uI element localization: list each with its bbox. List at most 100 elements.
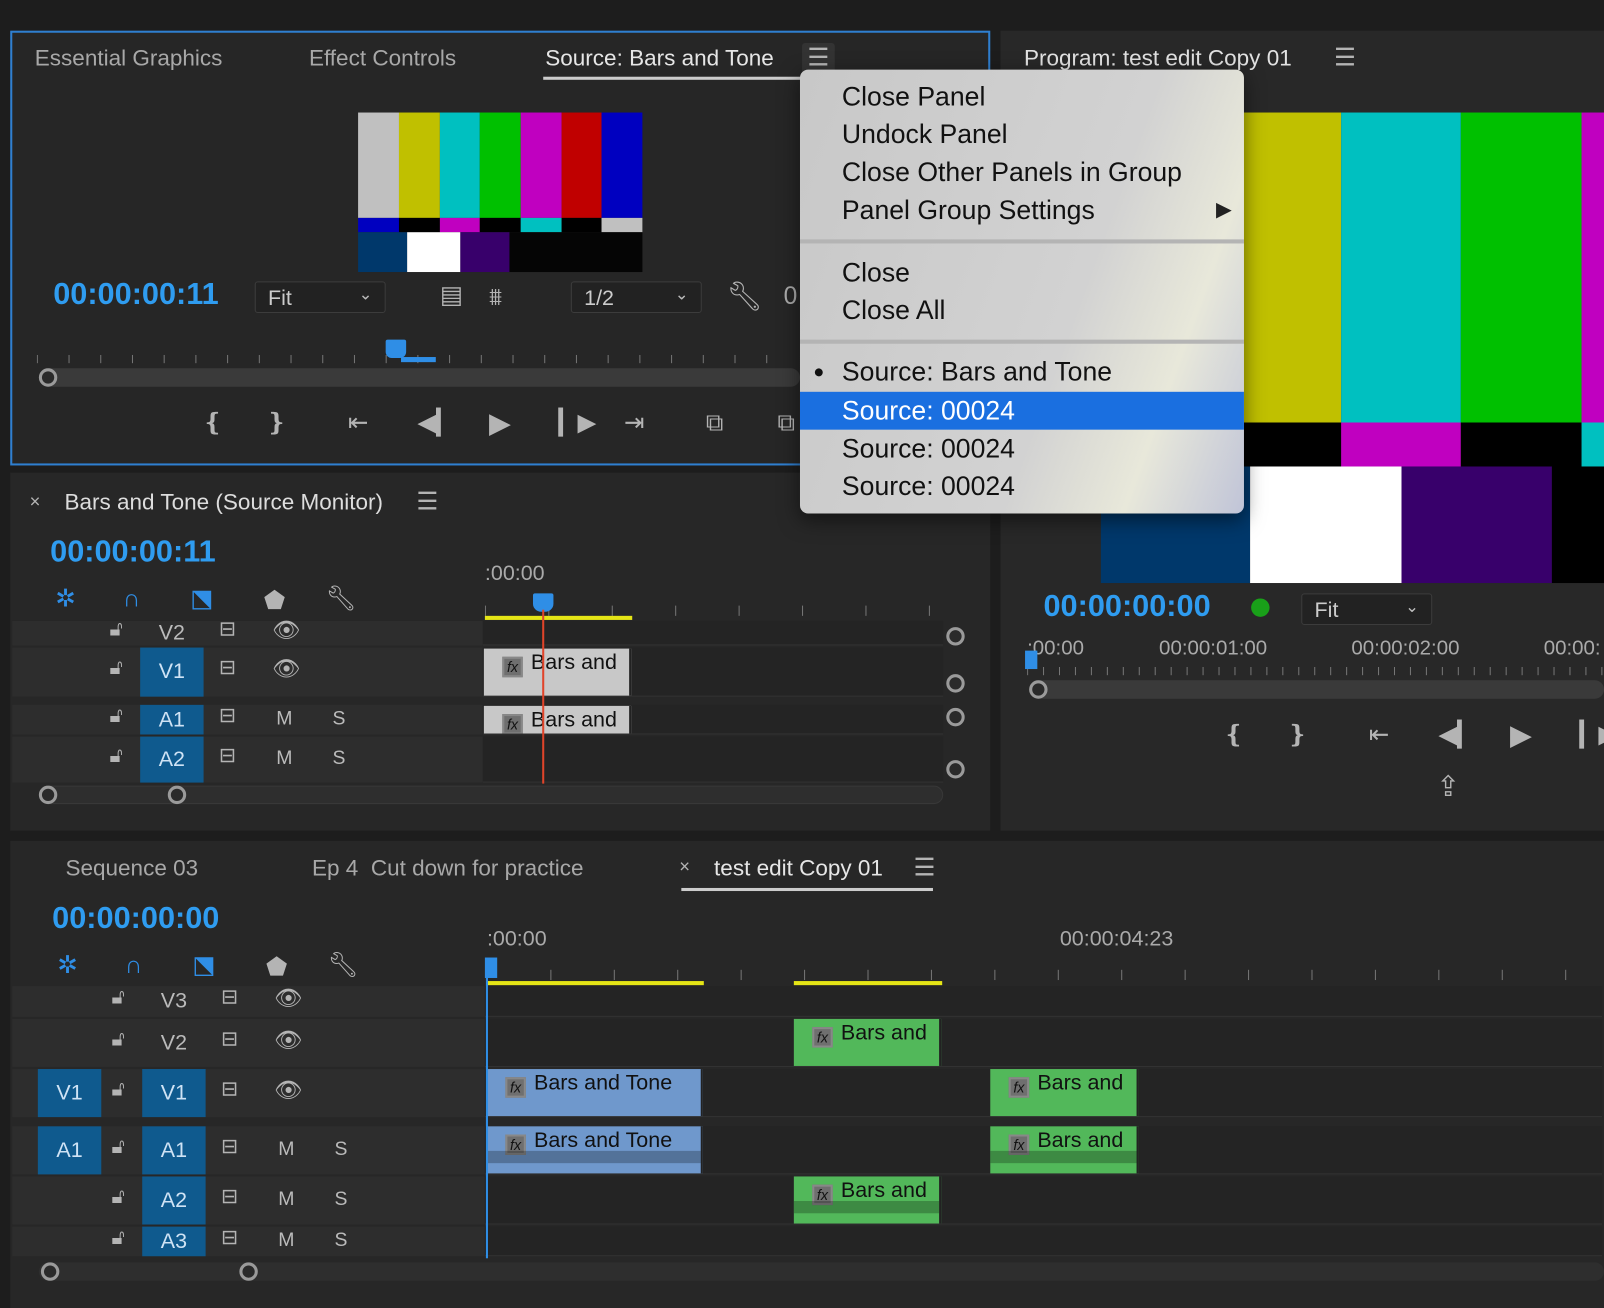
menu-item-source-00024[interactable]: Source: 00024 [799, 391, 1244, 430]
source-ruler[interactable] [36, 342, 794, 364]
timeline-clip[interactable]: fx Bars and Tone [486, 1126, 703, 1174]
lock-icon[interactable]: 🔓︎ [111, 1027, 125, 1051]
program-ruler[interactable] [1027, 660, 1604, 682]
timeline-clip[interactable]: fx Bars and [483, 705, 632, 734]
lock-icon[interactable]: 🔓︎ [111, 1135, 125, 1158]
program-zoom-scrollbar[interactable] [1029, 680, 1604, 699]
track-target-v2[interactable]: V2 [158, 620, 186, 645]
timeline-clip[interactable]: fx Bars and [990, 1126, 1139, 1174]
timeline-clip[interactable]: fx Bars and [990, 1069, 1139, 1117]
tab-source-bars-and-tone[interactable]: Source: Bars and Tone [545, 45, 774, 71]
source-timeline-ruler[interactable] [484, 597, 936, 618]
play-icon[interactable]: ▶︎ [488, 407, 512, 439]
source-timecode[interactable]: 00:00:00:11 [53, 277, 219, 311]
timeline-clip[interactable]: fx Bars and Tone [486, 1069, 703, 1117]
mark-out-icon[interactable]: ❵ [1286, 721, 1308, 749]
menu-item-panel-group-settings[interactable]: Panel Group Settings ▶ [800, 191, 1244, 229]
overwrite-icon[interactable]: ⧉ [777, 409, 796, 437]
vscroll-handle[interactable] [946, 627, 965, 646]
step-back-icon[interactable]: ◀︎▎ [417, 409, 456, 437]
solo-button[interactable]: S [332, 707, 346, 729]
lock-icon[interactable]: 🔓︎ [109, 704, 123, 727]
go-to-in-icon[interactable]: ⇤ [1368, 721, 1390, 749]
solo-button[interactable]: S [334, 1229, 348, 1251]
panel-menu-icon[interactable]: ☰ [913, 854, 936, 882]
panel-menu-icon[interactable]: ☰ [416, 487, 439, 516]
mute-button[interactable]: M [278, 1229, 295, 1251]
lock-icon[interactable]: 🔓︎ [111, 1226, 125, 1249]
track-target-a3[interactable]: A3 [142, 1226, 206, 1257]
track-target-v1[interactable]: V1 [142, 1069, 206, 1118]
source-zoom-scrollbar[interactable] [38, 368, 800, 387]
step-forward-icon[interactable]: ▎▶︎ [558, 409, 597, 437]
menu-item-close-all[interactable]: Close All [841, 294, 946, 326]
program-timecode[interactable]: 00:00:00:00 [1043, 589, 1211, 624]
playhead-icon[interactable] [484, 957, 498, 978]
eye-icon[interactable]: 👁︎ [274, 1026, 303, 1053]
sync-lock-icon[interactable]: ⊟ [220, 1027, 239, 1051]
timeline-clip[interactable]: fx Bars and [483, 648, 632, 696]
vscroll-handle[interactable] [946, 760, 965, 779]
source-zoom-select[interactable]: Fit ⌄ [254, 281, 386, 314]
go-to-in-icon[interactable]: ⇤ [347, 409, 369, 437]
resolution-select[interactable]: 1/2 ⌄ [570, 281, 702, 314]
tab-effect-controls[interactable]: Effect Controls [308, 45, 457, 71]
drag-video-icon[interactable]: ▤ [439, 281, 464, 309]
source-patch-a1[interactable]: A1 [37, 1126, 102, 1175]
eye-icon[interactable]: 👁︎ [272, 655, 301, 682]
panel-menu-icon[interactable]: ☰ [802, 42, 835, 74]
scroll-handle-right[interactable] [239, 1262, 258, 1281]
track-target-a1[interactable]: A1 [142, 1126, 206, 1175]
track-target-v3[interactable]: V3 [160, 989, 188, 1013]
step-back-icon[interactable]: ◀︎▎ [1438, 721, 1477, 749]
playhead-icon[interactable] [532, 593, 554, 612]
tab-essential-graphics[interactable]: Essential Graphics [34, 45, 223, 71]
wrench-icon[interactable]: 🔧︎ [327, 951, 359, 980]
vscroll-handle[interactable] [946, 707, 965, 727]
nest-sequence-icon[interactable]: ✲ [57, 951, 78, 980]
scroll-handle-right[interactable] [167, 785, 187, 805]
add-marker-icon[interactable]: ⬟ [265, 953, 288, 982]
track-target-v1[interactable]: V1 [140, 647, 204, 697]
sync-lock-icon[interactable]: ⊟ [220, 1226, 239, 1249]
vscroll-handle[interactable] [946, 674, 965, 693]
source-timeline-timecode[interactable]: 00:00:00:11 [50, 535, 216, 569]
mute-button[interactable]: M [276, 747, 293, 769]
menu-item-undock-panel[interactable]: Undock Panel [841, 118, 1008, 150]
drag-audio-icon[interactable]: ⩩ [488, 283, 503, 311]
playhead-icon[interactable] [1025, 650, 1038, 670]
playhead-icon[interactable] [385, 339, 407, 359]
sync-lock-icon[interactable]: ⊟ [218, 656, 237, 680]
linked-selection-icon[interactable]: ⬔ [190, 585, 214, 613]
eye-icon[interactable]: 👁︎ [274, 1076, 303, 1103]
mark-in-icon[interactable]: ❴ [1223, 721, 1245, 749]
solo-button[interactable]: S [334, 1138, 348, 1160]
source-patch-v1[interactable]: V1 [37, 1069, 102, 1118]
menu-item-source-bars-and-tone[interactable]: ● Source: Bars and Tone [800, 353, 1244, 391]
timeline-timecode[interactable]: 00:00:00:00 [52, 901, 220, 936]
close-icon[interactable]: × [679, 856, 691, 877]
sync-lock-icon[interactable]: ⊟ [220, 1135, 239, 1158]
mark-in-icon[interactable]: ❴ [202, 409, 224, 437]
mute-button[interactable]: M [278, 1188, 295, 1210]
sync-lock-icon[interactable]: ⊟ [220, 986, 239, 1009]
timeline-ruler[interactable] [486, 961, 1604, 983]
lock-icon[interactable]: 🔓︎ [109, 656, 123, 680]
scroll-handle-left[interactable] [40, 1262, 60, 1281]
program-title[interactable]: Program: test edit Copy 01 [1024, 45, 1292, 71]
track-target-a1[interactable]: A1 [140, 704, 204, 735]
track-target-a2[interactable]: A2 [142, 1176, 206, 1225]
timeline-clip[interactable]: fx Bars and [793, 1176, 942, 1224]
eye-icon[interactable]: 👁︎ [272, 616, 301, 643]
sync-lock-icon[interactable]: ⊟ [218, 744, 237, 767]
export-frame-icon[interactable]: ⇪ [1436, 770, 1461, 803]
program-zoom-select[interactable]: Fit ⌄ [1301, 593, 1433, 626]
scroll-handle[interactable] [1029, 680, 1048, 699]
wrench-icon[interactable]: 🔧︎ [726, 280, 763, 313]
track-target-a2[interactable]: A2 [140, 736, 204, 783]
sync-lock-icon[interactable]: ⊟ [220, 1077, 239, 1101]
go-to-out-icon[interactable]: ⇥ [624, 409, 645, 437]
linked-selection-icon[interactable]: ⬔ [192, 951, 216, 980]
eye-icon[interactable]: 👁︎ [274, 985, 303, 1011]
add-marker-icon[interactable]: ⬟ [263, 587, 286, 615]
